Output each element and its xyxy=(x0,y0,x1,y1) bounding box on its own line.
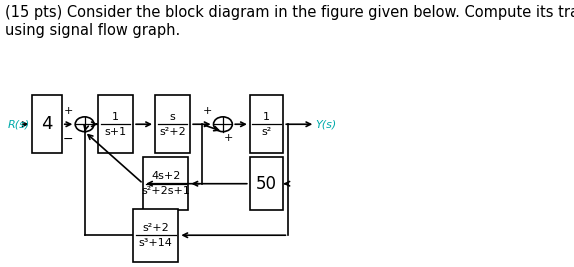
Text: (15 pts) Consider the block diagram in the figure given below. Compute its trans: (15 pts) Consider the block diagram in t… xyxy=(5,5,574,38)
Text: s²+2s+1: s²+2s+1 xyxy=(141,186,191,196)
Text: R(s): R(s) xyxy=(7,119,30,129)
Bar xyxy=(133,209,179,262)
Text: 4s+2: 4s+2 xyxy=(151,171,181,181)
Circle shape xyxy=(214,117,232,132)
Bar xyxy=(250,95,284,153)
Text: 50: 50 xyxy=(256,175,277,193)
Circle shape xyxy=(75,117,94,132)
Text: s: s xyxy=(170,112,176,121)
Bar xyxy=(143,157,188,210)
Text: s+1: s+1 xyxy=(104,127,126,137)
Text: 1: 1 xyxy=(112,112,119,121)
Bar xyxy=(32,95,62,153)
Text: +: + xyxy=(224,133,234,143)
Text: s³+14: s³+14 xyxy=(139,238,173,248)
Text: −: − xyxy=(63,133,73,146)
Text: s²+2: s²+2 xyxy=(159,127,186,137)
Text: s²: s² xyxy=(261,127,272,137)
Text: +: + xyxy=(203,106,212,116)
Bar xyxy=(98,95,133,153)
Bar xyxy=(250,157,284,210)
Text: 4: 4 xyxy=(41,115,52,133)
Text: +: + xyxy=(64,106,73,116)
Text: Y(s): Y(s) xyxy=(315,119,336,129)
Text: s²+2: s²+2 xyxy=(142,223,169,233)
Bar xyxy=(155,95,190,153)
Text: 1: 1 xyxy=(263,112,270,121)
